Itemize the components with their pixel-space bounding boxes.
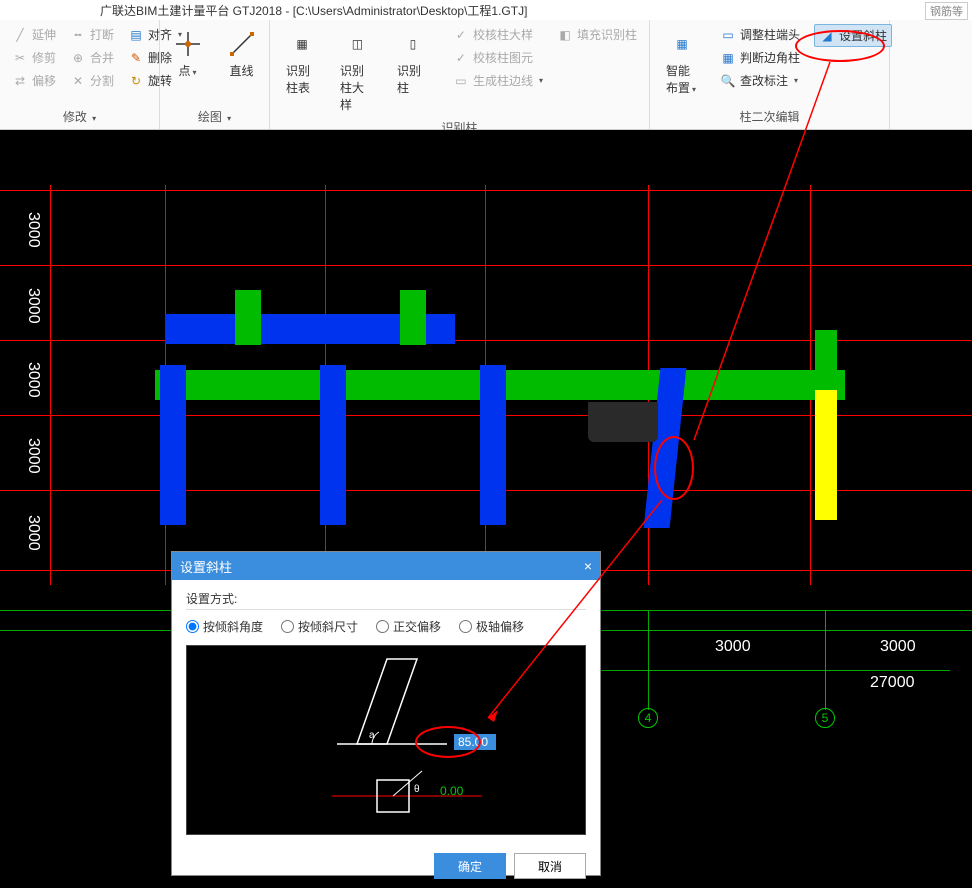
radio-by-size[interactable]: 按倾斜尺寸 [281, 618, 358, 635]
axis-marker: 4 [638, 708, 658, 728]
radio-ortho[interactable]: 正交偏移 [376, 618, 441, 635]
column [160, 365, 186, 525]
split-icon: ✕ [70, 73, 86, 89]
column [815, 390, 837, 520]
edge-icon: ▭ [453, 73, 469, 89]
dim-label: 3000 [880, 638, 916, 656]
set-slant-dialog: 设置斜柱 × 设置方式: 按倾斜角度 按倾斜尺寸 正交偏移 极轴偏移 a [171, 551, 601, 876]
column [320, 365, 346, 525]
check-annot-button[interactable]: 🔍查改标注▾ [716, 70, 804, 91]
ribbon-group-modify: ╱延伸 ✂修剪 ⇄偏移 ╍打断 ⊕合并 ✕分割 ▤对齐▾ ✎删除 ↻旋转 修改 … [0, 20, 160, 129]
shape [588, 402, 658, 442]
angle-theta-value: 0.00 [440, 784, 463, 798]
grid-line [50, 185, 51, 585]
close-icon[interactable]: × [584, 558, 592, 574]
dim-label: 3000 [24, 288, 42, 324]
ribbon-group-edit2: ▦智能布置▾ ▭调整柱端头 ▦判断边角柱 🔍查改标注▾ ◢设置斜柱 柱二次编辑 [650, 20, 890, 129]
dialog-titlebar[interactable]: 设置斜柱 × [172, 552, 600, 580]
offset-button[interactable]: ⇄偏移 [8, 70, 60, 91]
svg-text:θ: θ [414, 784, 420, 795]
check-sample-button[interactable]: ✓校核柱大样 [449, 24, 547, 45]
dim-label: 3000 [715, 638, 751, 656]
svg-text:a: a [369, 730, 375, 741]
draw-group-label: 绘图 ▾ [168, 106, 261, 127]
fill-icon: ◧ [557, 27, 573, 43]
cancel-button[interactable]: 取消 [514, 853, 586, 879]
slant-diagram: a [337, 654, 467, 754]
slant-icon: ◢ [819, 28, 835, 44]
dim-label: 3000 [24, 438, 42, 474]
grid-line [600, 670, 950, 671]
column [235, 290, 261, 345]
ribbon-group-draw: 点▾ 直线 绘图 ▾ [160, 20, 270, 129]
edit2-group-label: 柱二次编辑 [658, 106, 881, 127]
dim-label: 3000 [24, 212, 42, 248]
app-title: 广联达BIM土建计量平台 GTJ2018 - [C:\Users\Adminis… [100, 2, 527, 19]
break-icon: ╍ [70, 27, 86, 43]
dim-label: 3000 [24, 362, 42, 398]
smart-layout-button[interactable]: ▦智能布置▾ [658, 24, 706, 106]
delete-icon: ✎ [128, 50, 144, 66]
check-chart-button[interactable]: ✓校核柱图元 [449, 47, 547, 68]
smart-icon: ▦ [666, 28, 698, 60]
col-icon: ▯ [397, 28, 429, 60]
title-bar: 广联达BIM土建计量平台 GTJ2018 - [C:\Users\Adminis… [0, 0, 972, 20]
column [815, 330, 837, 390]
grid-line [648, 610, 649, 710]
split-button[interactable]: ✕分割 [66, 70, 118, 91]
modify-group-label: 修改 ▾ [8, 106, 151, 127]
theta-diagram: θ [332, 766, 492, 826]
search-icon: 🔍 [720, 73, 736, 89]
ribbon-group-recognize: ▦识别柱表 ◫识别柱大样 ▯识别柱 ✓校核柱大样 ✓校核柱图元 ▭生成柱边线▾ … [270, 20, 650, 129]
ok-button[interactable]: 确定 [434, 853, 506, 879]
adjust-icon: ▭ [720, 27, 736, 43]
line-icon [226, 28, 258, 60]
check-icon: ✓ [453, 27, 469, 43]
dialog-footer: 确定 取消 [172, 845, 600, 887]
check-icon: ✓ [453, 50, 469, 66]
line-button[interactable]: 直线 [218, 24, 266, 106]
extend-button[interactable]: ╱延伸 [8, 24, 60, 45]
section-label: 设置方式: [186, 590, 586, 610]
dialog-title-text: 设置斜柱 [180, 557, 232, 576]
angle-a-input[interactable] [454, 734, 496, 750]
radio-by-angle[interactable]: 按倾斜角度 [186, 618, 263, 635]
table-icon: ▦ [286, 28, 318, 60]
fill-recognize-button[interactable]: ◧填充识别柱 [553, 24, 641, 45]
judge-corner-button[interactable]: ▦判断边角柱 [716, 47, 804, 68]
radio-polar[interactable]: 极轴偏移 [459, 618, 524, 635]
sample-icon: ◫ [341, 28, 373, 60]
point-button[interactable]: 点▾ [164, 24, 212, 106]
adjust-end-button[interactable]: ▭调整柱端头 [716, 24, 804, 45]
recognize-col-button[interactable]: ▯识别柱 [389, 24, 437, 117]
point-icon [172, 28, 204, 60]
corner-icon: ▦ [720, 50, 736, 66]
column [480, 365, 506, 525]
extend-icon: ╱ [12, 27, 28, 43]
grid-line [825, 610, 826, 710]
recognize-table-button[interactable]: ▦识别柱表 [278, 24, 326, 117]
radio-row: 按倾斜角度 按倾斜尺寸 正交偏移 极轴偏移 [186, 618, 586, 635]
trim-icon: ✂ [12, 50, 28, 66]
align-icon: ▤ [128, 27, 144, 43]
grid-line [0, 265, 972, 266]
ribbon: ╱延伸 ✂修剪 ⇄偏移 ╍打断 ⊕合并 ✕分割 ▤对齐▾ ✎删除 ↻旋转 修改 … [0, 20, 972, 130]
set-slant-button[interactable]: ◢设置斜柱 [814, 24, 892, 47]
axis-marker: 5 [815, 708, 835, 728]
dialog-body: 设置方式: 按倾斜角度 按倾斜尺寸 正交偏移 极轴偏移 a θ 0.00 [172, 580, 600, 845]
merge-icon: ⊕ [70, 50, 86, 66]
dim-label: 3000 [24, 515, 42, 551]
trim-button[interactable]: ✂修剪 [8, 47, 60, 68]
offset-icon: ⇄ [12, 73, 28, 89]
column [400, 290, 426, 345]
break-button[interactable]: ╍打断 [66, 24, 118, 45]
gen-edge-button[interactable]: ▭生成柱边线▾ [449, 70, 547, 91]
recognize-sample-button[interactable]: ◫识别柱大样 [332, 24, 383, 117]
merge-button[interactable]: ⊕合并 [66, 47, 118, 68]
grid-line [0, 190, 972, 191]
topright-label: 钢筋等 [925, 2, 968, 20]
rotate-icon: ↻ [128, 73, 144, 89]
dim-label: 27000 [870, 674, 915, 692]
preview-diagram: a θ 0.00 [186, 645, 586, 835]
